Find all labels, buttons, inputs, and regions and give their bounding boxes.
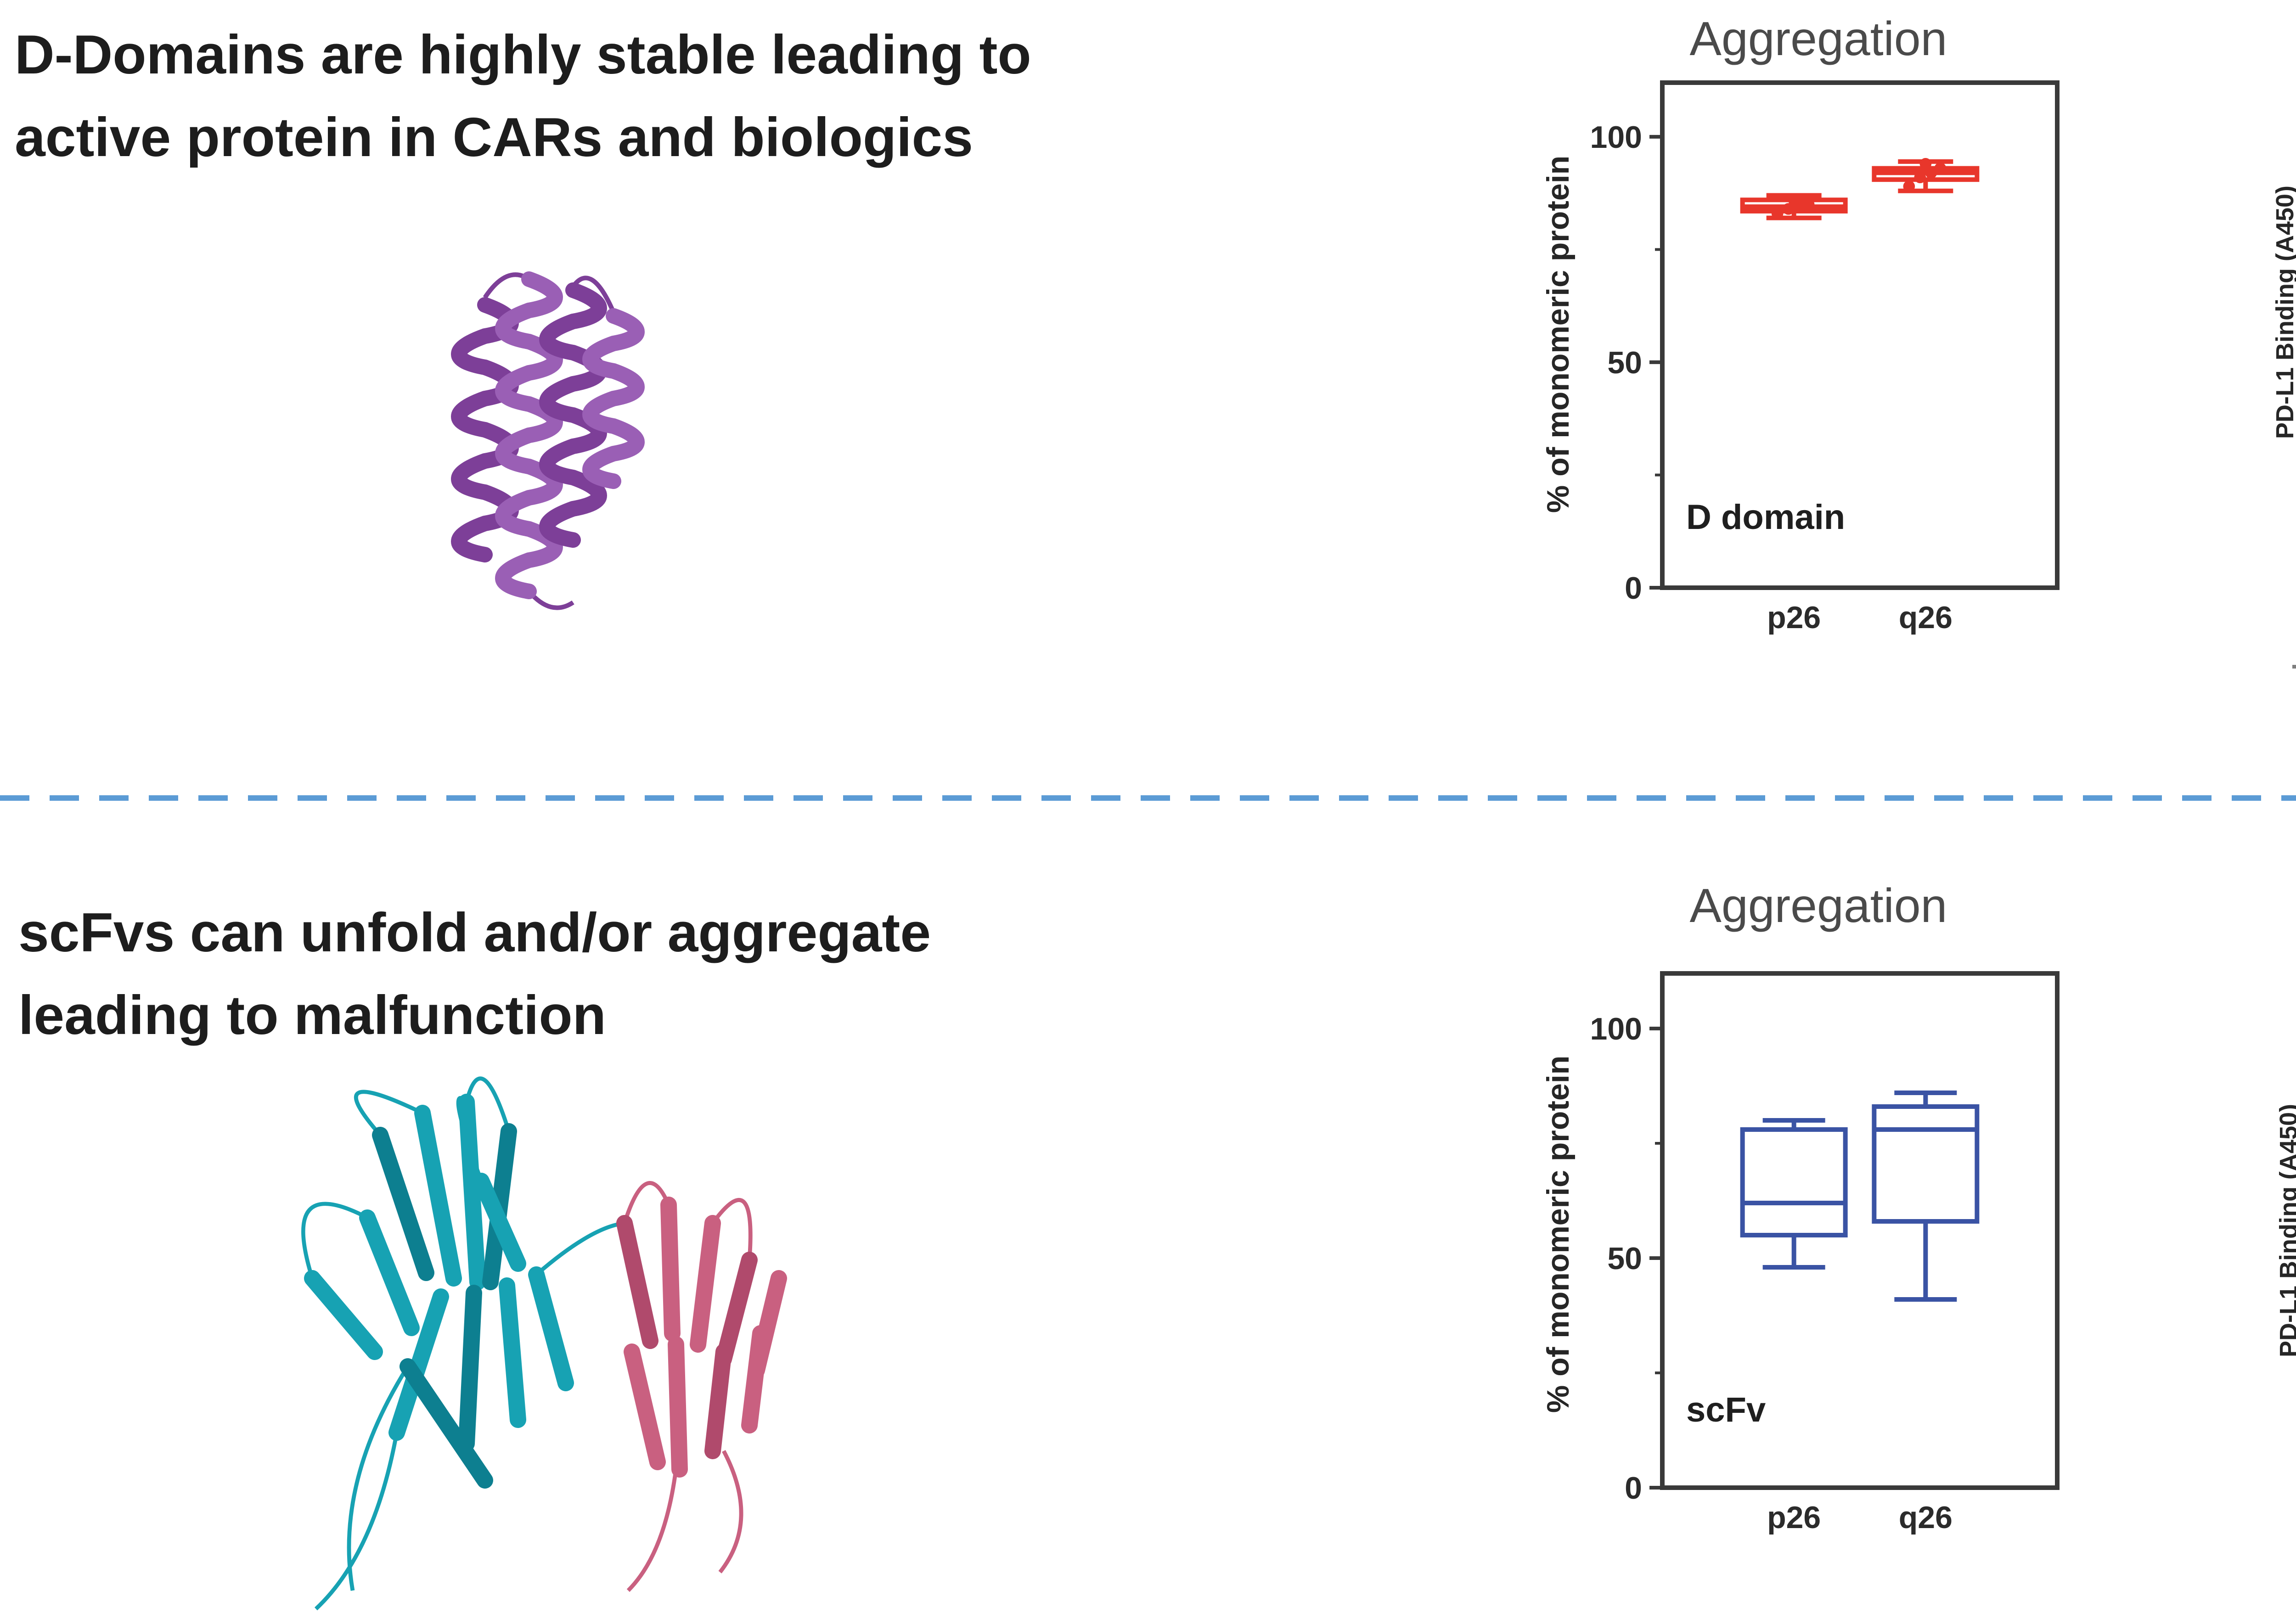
- beta-strand-teal: [304, 1270, 383, 1360]
- top-headline-line2: active protein in CARs and biologics: [15, 108, 973, 169]
- data-point: [1914, 171, 1926, 184]
- scfv-thermal-plot: 0123412345: [2250, 964, 2296, 1534]
- y-tick-label: 50: [1607, 1241, 1642, 1276]
- data-point: [1925, 167, 1937, 179]
- section-divider: [0, 795, 2296, 801]
- top-headline-line1: D-Domains are highly stable leading to: [15, 26, 1031, 86]
- y-tick-label: 0: [1625, 1471, 1642, 1506]
- category-label: p26: [1767, 600, 1821, 635]
- beta-strand-pink: [668, 1336, 688, 1478]
- bottom-headline-line1: scFvs can unfold and/or aggregate: [18, 904, 931, 964]
- beta-strand-teal: [400, 1358, 493, 1489]
- beta-strand-pink: [616, 1215, 658, 1349]
- category-label: q26: [1899, 600, 1953, 635]
- beta-strand-pink: [748, 1270, 787, 1378]
- bottom-headline: scFvs can unfold and/or aggregate leadin…: [18, 893, 931, 1058]
- d-aggregation-annotation: D domain: [1686, 500, 1846, 538]
- helix-ribbon: [539, 282, 607, 548]
- plot-frame: [1660, 80, 2060, 590]
- top-headline: D-Domains are highly stable leading to a…: [15, 15, 1031, 180]
- data-point: [1934, 162, 1947, 174]
- thermal-legend: 25C40C55C70C100C: [2263, 646, 2296, 740]
- scfv-aggregation-title: Aggregation: [1689, 878, 1947, 933]
- scfv-structure-image: [301, 1076, 787, 1611]
- beta-strand-teal: [359, 1209, 420, 1336]
- category-label: p26: [1767, 1500, 1821, 1535]
- beta-strand-pink: [660, 1197, 681, 1342]
- data-point: [1771, 208, 1784, 219]
- data-point: [1903, 180, 1915, 192]
- beta-strand-teal: [458, 1285, 482, 1452]
- data-point: [1919, 157, 1932, 170]
- loop-teal: [301, 1076, 625, 1279]
- data-point: [1802, 198, 1815, 210]
- beta-strand-teal: [499, 1277, 526, 1428]
- y-tick-label: 100: [1590, 120, 1642, 155]
- beta-strand-pink: [715, 1252, 758, 1367]
- legend-row: 25C40C55C: [2289, 646, 2296, 685]
- beta-strand-teal: [414, 1105, 462, 1287]
- d-aggregation-title: Aggregation: [1689, 11, 1947, 66]
- y-tick-label: 0: [1625, 571, 1642, 606]
- helix-ribbon: [582, 308, 645, 489]
- d-domain-structure-image: [451, 271, 645, 610]
- y-tick-label: 50: [1607, 345, 1642, 380]
- beta-strand-pink: [624, 1344, 666, 1470]
- data-point: [1782, 203, 1795, 215]
- category-label: q26: [1899, 1500, 1953, 1535]
- loop-pink: [622, 1181, 753, 1592]
- beta-strand-pink: [690, 1215, 721, 1353]
- bottom-headline-line2: leading to malfunction: [18, 986, 606, 1047]
- plot-frame: [1660, 971, 2060, 1490]
- beta-strand-teal: [473, 1173, 526, 1272]
- beta-strand-pink: [704, 1344, 732, 1459]
- box: [1872, 1104, 1980, 1224]
- d-domain-thermal-plot: 0123412345: [2250, 55, 2296, 606]
- beta-strand-teal: [528, 1266, 574, 1391]
- scfv-aggregation-plot: 0 50 100 p26 q26: [1590, 971, 2060, 1535]
- legend-item-25C: 25C: [2289, 646, 2296, 685]
- y-tick-label: 100: [1590, 1012, 1642, 1046]
- box: [1740, 1127, 1848, 1237]
- beta-strand-teal: [458, 1094, 486, 1290]
- beta-strand-teal: [388, 1288, 449, 1441]
- beta-strand-teal: [372, 1127, 434, 1281]
- circle-marker-icon: [2292, 664, 2296, 668]
- data-point: [1788, 194, 1800, 206]
- tail-teal: [314, 1365, 410, 1611]
- scfv-aggregation-annotation: scFv: [1686, 1392, 1766, 1431]
- d-domain-aggregation-plot: 0 50 100 p26 q26: [1590, 80, 2060, 635]
